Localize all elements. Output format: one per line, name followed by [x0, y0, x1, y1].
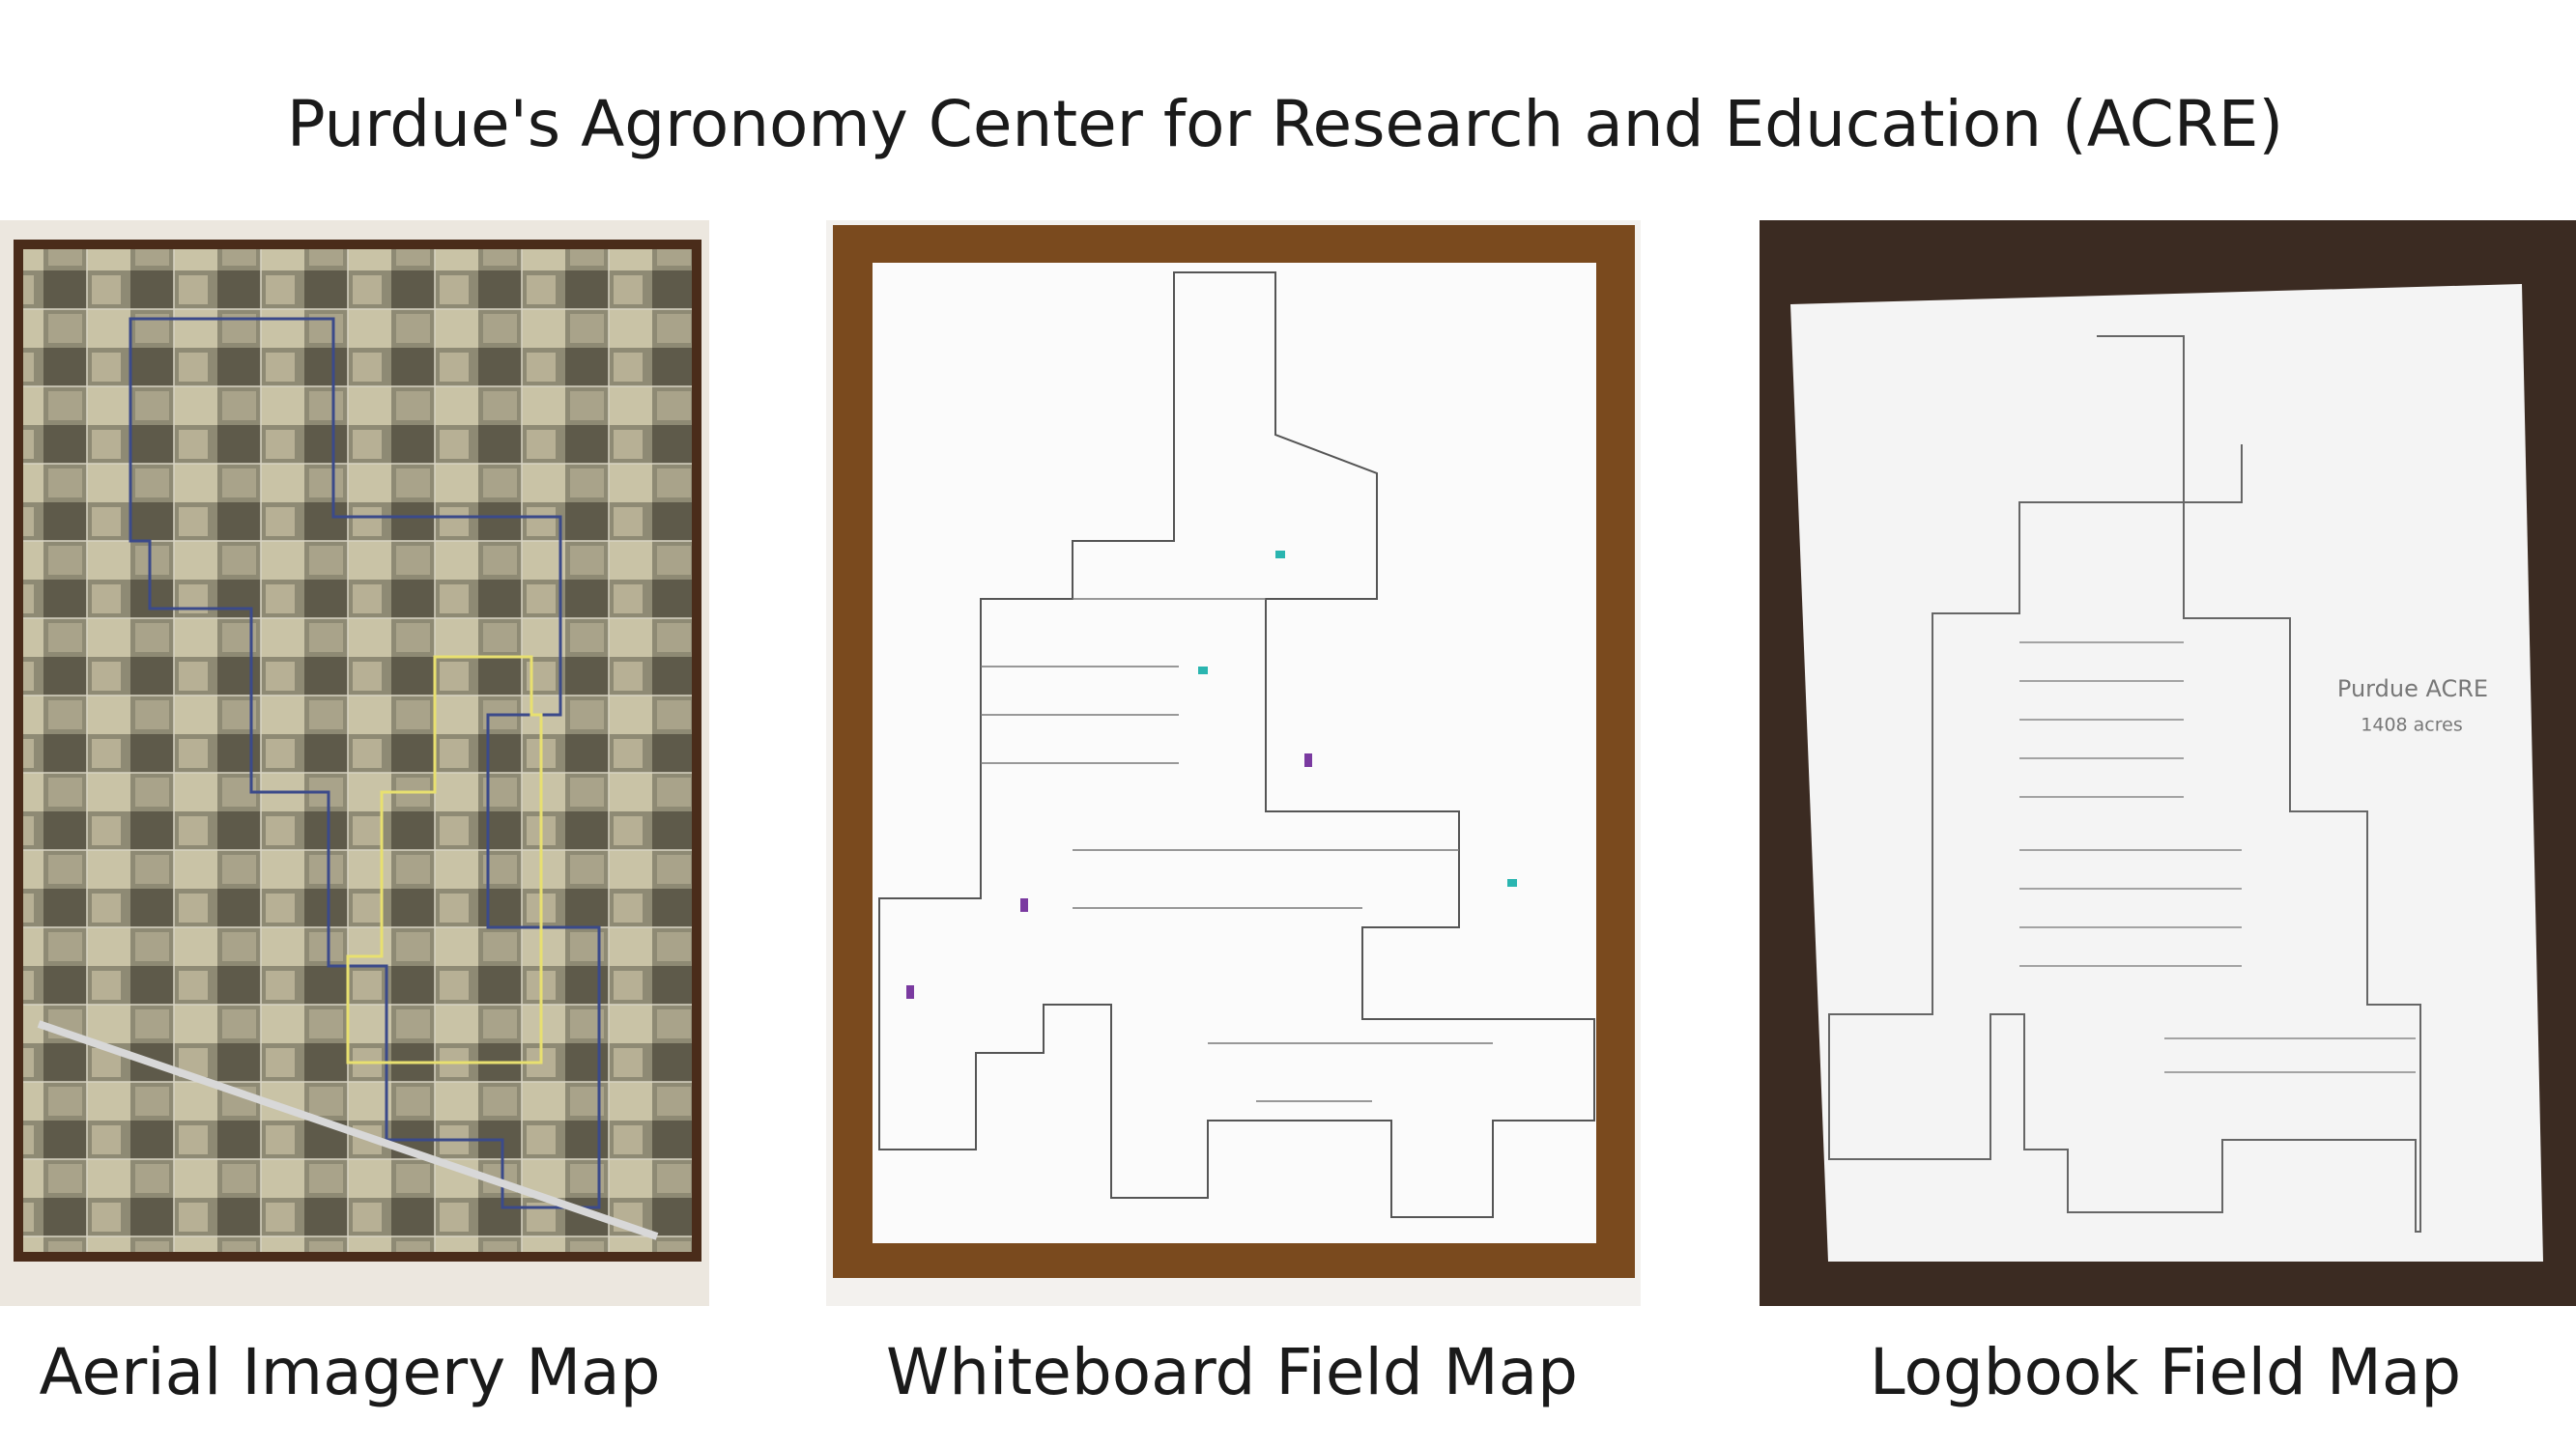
map-label: Purdue ACRE — [2337, 675, 2488, 702]
panel-caption: Logbook Field Map — [1870, 1335, 2461, 1409]
whiteboard-photo — [826, 220, 1641, 1306]
map-label: 1408 acres — [2361, 715, 2462, 736]
aerial-photo — [0, 220, 709, 1306]
panel-caption: Whiteboard Field Map — [886, 1335, 1578, 1409]
slide-title: Purdue's Agronomy Center for Research an… — [287, 87, 2283, 161]
logbook-photo: Purdue ACRE 1408 acres — [1760, 220, 2576, 1306]
panel-caption: Aerial Imagery Map — [40, 1335, 661, 1409]
